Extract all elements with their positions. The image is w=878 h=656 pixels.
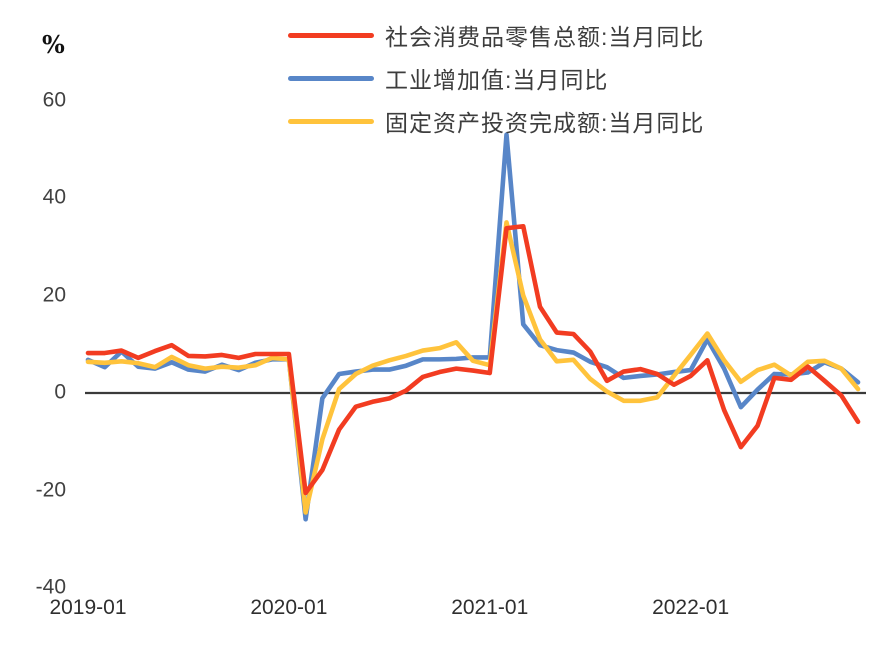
y-tick-60: 60 bbox=[42, 88, 66, 112]
legend-item-retail: 社会消费品零售总额:当月同比 bbox=[288, 18, 704, 52]
y-tick-neg20: -20 bbox=[35, 478, 66, 502]
legend-label-industrial: 工业增加值:当月同比 bbox=[385, 67, 609, 93]
series-line-2 bbox=[85, 220, 861, 515]
legend-line-swatch-red bbox=[288, 32, 374, 38]
x-tick-2019-01: 2019-01 bbox=[49, 596, 127, 619]
legend-item-fai: 固定资产投资完成额:当月同比 bbox=[288, 104, 704, 138]
legend: 社会消费品零售总额:当月同比 工业增加值:当月同比 固定资产投资完成额:当月同比 bbox=[288, 18, 704, 138]
legend-line-swatch-yellow bbox=[288, 118, 374, 124]
y-tick-40: 40 bbox=[42, 185, 66, 209]
legend-label-retail: 社会消费品零售总额:当月同比 bbox=[385, 24, 705, 50]
legend-line-swatch-blue bbox=[288, 75, 374, 81]
series-line-0 bbox=[85, 223, 861, 496]
series-line-1 bbox=[85, 132, 861, 522]
x-tick-2020-01: 2020-01 bbox=[250, 596, 328, 619]
y-tick-20: 20 bbox=[42, 283, 66, 307]
x-tick-2022-01: 2022-01 bbox=[652, 596, 730, 619]
legend-item-industrial: 工业增加值:当月同比 bbox=[288, 61, 704, 95]
y-tick-neg40: -40 bbox=[35, 575, 66, 599]
y-tick-0: 0 bbox=[54, 380, 66, 404]
x-tick-2021-01: 2021-01 bbox=[451, 596, 529, 619]
y-axis-unit-label: % bbox=[42, 30, 65, 59]
legend-label-fai: 固定资产投资完成额:当月同比 bbox=[385, 110, 705, 136]
